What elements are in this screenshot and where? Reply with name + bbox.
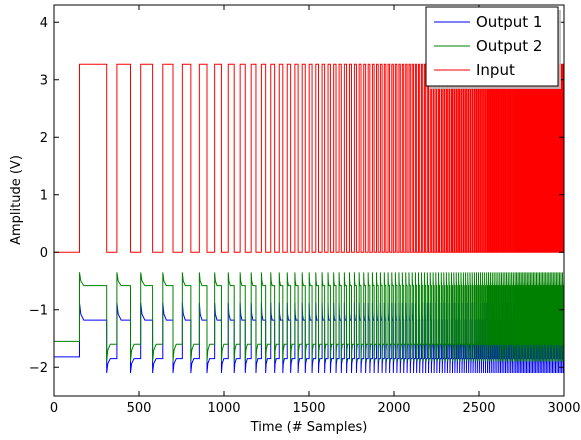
series-line-output-2 bbox=[54, 272, 564, 362]
x-tick-label: 1500 bbox=[292, 401, 325, 416]
x-tick-label: 1000 bbox=[207, 401, 240, 416]
y-tick-label: −1 bbox=[29, 303, 48, 318]
x-axis-label: Time (# Samples) bbox=[250, 420, 368, 435]
x-tick-label: 2500 bbox=[462, 401, 495, 416]
x-tick-label: 3000 bbox=[547, 401, 580, 416]
y-tick-label: 1 bbox=[40, 188, 48, 203]
axis-ticks: 0 500 1000 1500 2000 2500 3000 −2 −1 0 1 2 3 4 bbox=[29, 5, 581, 416]
series-line-input bbox=[54, 63, 564, 253]
series-layer bbox=[54, 63, 564, 374]
legend: Output 1 Output 2 Input bbox=[425, 6, 561, 89]
y-tick-label: 2 bbox=[40, 131, 48, 146]
y-tick-label: 3 bbox=[40, 73, 48, 88]
x-tick-label: 0 bbox=[50, 401, 58, 416]
legend-label: Output 2 bbox=[476, 37, 542, 55]
x-tick-label: 500 bbox=[127, 401, 152, 416]
y-axis-label: Amplitude (V) bbox=[9, 155, 24, 245]
y-tick-label: 0 bbox=[40, 246, 48, 261]
legend-label: Input bbox=[476, 61, 515, 79]
legend-label: Output 1 bbox=[476, 13, 542, 31]
y-tick-label: 4 bbox=[40, 16, 48, 31]
y-tick-label: −2 bbox=[29, 361, 48, 376]
x-tick-label: 2000 bbox=[377, 401, 410, 416]
